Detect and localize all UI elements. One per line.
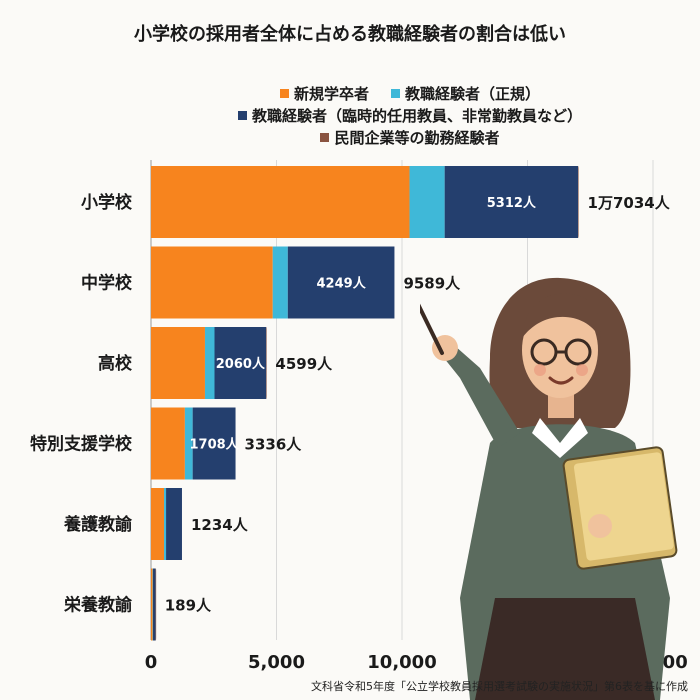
teacher-mouth (548, 376, 574, 385)
bar-segment-teaching-regular (152, 568, 154, 641)
category-label: 小学校 (81, 192, 133, 213)
legend-item-new-grad: 新規学卒者 (279, 83, 369, 104)
bar-segment-new-grad (151, 246, 273, 319)
bar-segment-teaching-temporary (153, 568, 156, 641)
teacher-hand (588, 514, 612, 538)
bar-segment-new-grad (151, 568, 153, 641)
legend-swatch (320, 132, 330, 142)
legend-item-teaching-temporary: 教職経験者（臨時的任用教員、非常勤教員など） (237, 105, 582, 126)
legend-label: 教職経験者（正規） (405, 84, 541, 103)
total-label: 9589人 (403, 275, 461, 293)
bar-segment-teaching-regular (204, 327, 215, 399)
teacher-hair-front (522, 293, 601, 338)
bar-segment-teaching-temporary (214, 327, 267, 399)
pointer-stick (420, 303, 444, 355)
bar-segment-new-grad (151, 166, 410, 238)
bar-segment-private-experience (266, 327, 267, 399)
bar-segment-private-experience (155, 568, 157, 641)
teacher-illustration (420, 277, 678, 700)
legend-label: 民間企業等の勤務経験者 (334, 128, 500, 147)
teacher-arm (440, 346, 520, 448)
category-label: 高校 (98, 353, 133, 374)
source-note: 文科省令和5年度「公立学校教員採用選考試験の実施状況」第6表を基に作成 (311, 680, 688, 693)
legend-label: 教職経験者（臨時的任用教員、非常勤教員など） (251, 106, 582, 125)
bar-segment-new-grad (151, 327, 205, 399)
x-tick-label: 5,000 (248, 652, 305, 673)
category-label: 養護教諭 (63, 514, 133, 535)
category-label: 特別支援学校 (30, 434, 133, 455)
total-label: 3336人 (245, 436, 303, 454)
legend-item-private-experience: 民間企業等の勤務経験者 (320, 127, 500, 148)
bar-segment-teaching-regular (409, 166, 445, 238)
legend-swatch (237, 110, 247, 120)
legend: 新規学卒者 教職経験者（正規） 教職経験者（臨時的任用教員、非常勤教員など） 民… (150, 82, 670, 148)
bar-segment-teaching-regular (272, 246, 288, 319)
legend-swatch (391, 88, 400, 98)
bar-segment-teaching-regular (164, 488, 167, 560)
bar-segment-teaching-regular (184, 407, 193, 480)
category-label: 中学校 (81, 273, 133, 294)
x-tick-label: 10,000 (367, 652, 436, 673)
bar-segment-teaching-temporary (192, 407, 236, 480)
legend-label: 新規学卒者 (293, 84, 369, 103)
teacher-skirt (475, 598, 655, 700)
segment-data-label: 4249人 (317, 276, 367, 292)
bar-segment-teaching-temporary (166, 488, 182, 560)
segment-data-label: 5312人 (487, 195, 537, 211)
chart-title: 小学校の採用者全体に占める教職経験者の割合は低い (134, 24, 566, 45)
bar-segment-new-grad (151, 488, 165, 560)
total-label: 4599人 (275, 355, 333, 373)
legend-swatch (279, 88, 289, 98)
bar-segment-teaching-temporary (444, 166, 579, 238)
legend-item-teaching-regular: 教職経験者（正規） (391, 83, 540, 104)
category-label: 栄養教諭 (63, 595, 133, 616)
segment-data-label: 1708人 (190, 437, 240, 453)
segment-data-label: 2060人 (216, 356, 266, 372)
bar-segment-teaching-temporary (287, 246, 395, 319)
total-label: 189人 (165, 597, 212, 615)
bar-segment-new-grad (151, 407, 185, 480)
notebook-cover (573, 452, 674, 561)
total-label: 1234人 (191, 516, 249, 534)
teacher-collar (532, 418, 588, 458)
x-tick-label: 0 (145, 652, 158, 673)
bar-segment-private-experience (578, 166, 579, 238)
total-label: 1万7034人 (588, 194, 671, 212)
